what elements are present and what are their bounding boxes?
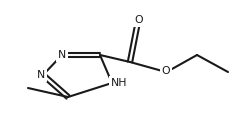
Text: O: O	[135, 15, 143, 25]
Text: O: O	[162, 66, 170, 76]
Text: NH: NH	[111, 78, 127, 88]
Text: N: N	[37, 70, 45, 80]
Text: N: N	[58, 50, 66, 60]
